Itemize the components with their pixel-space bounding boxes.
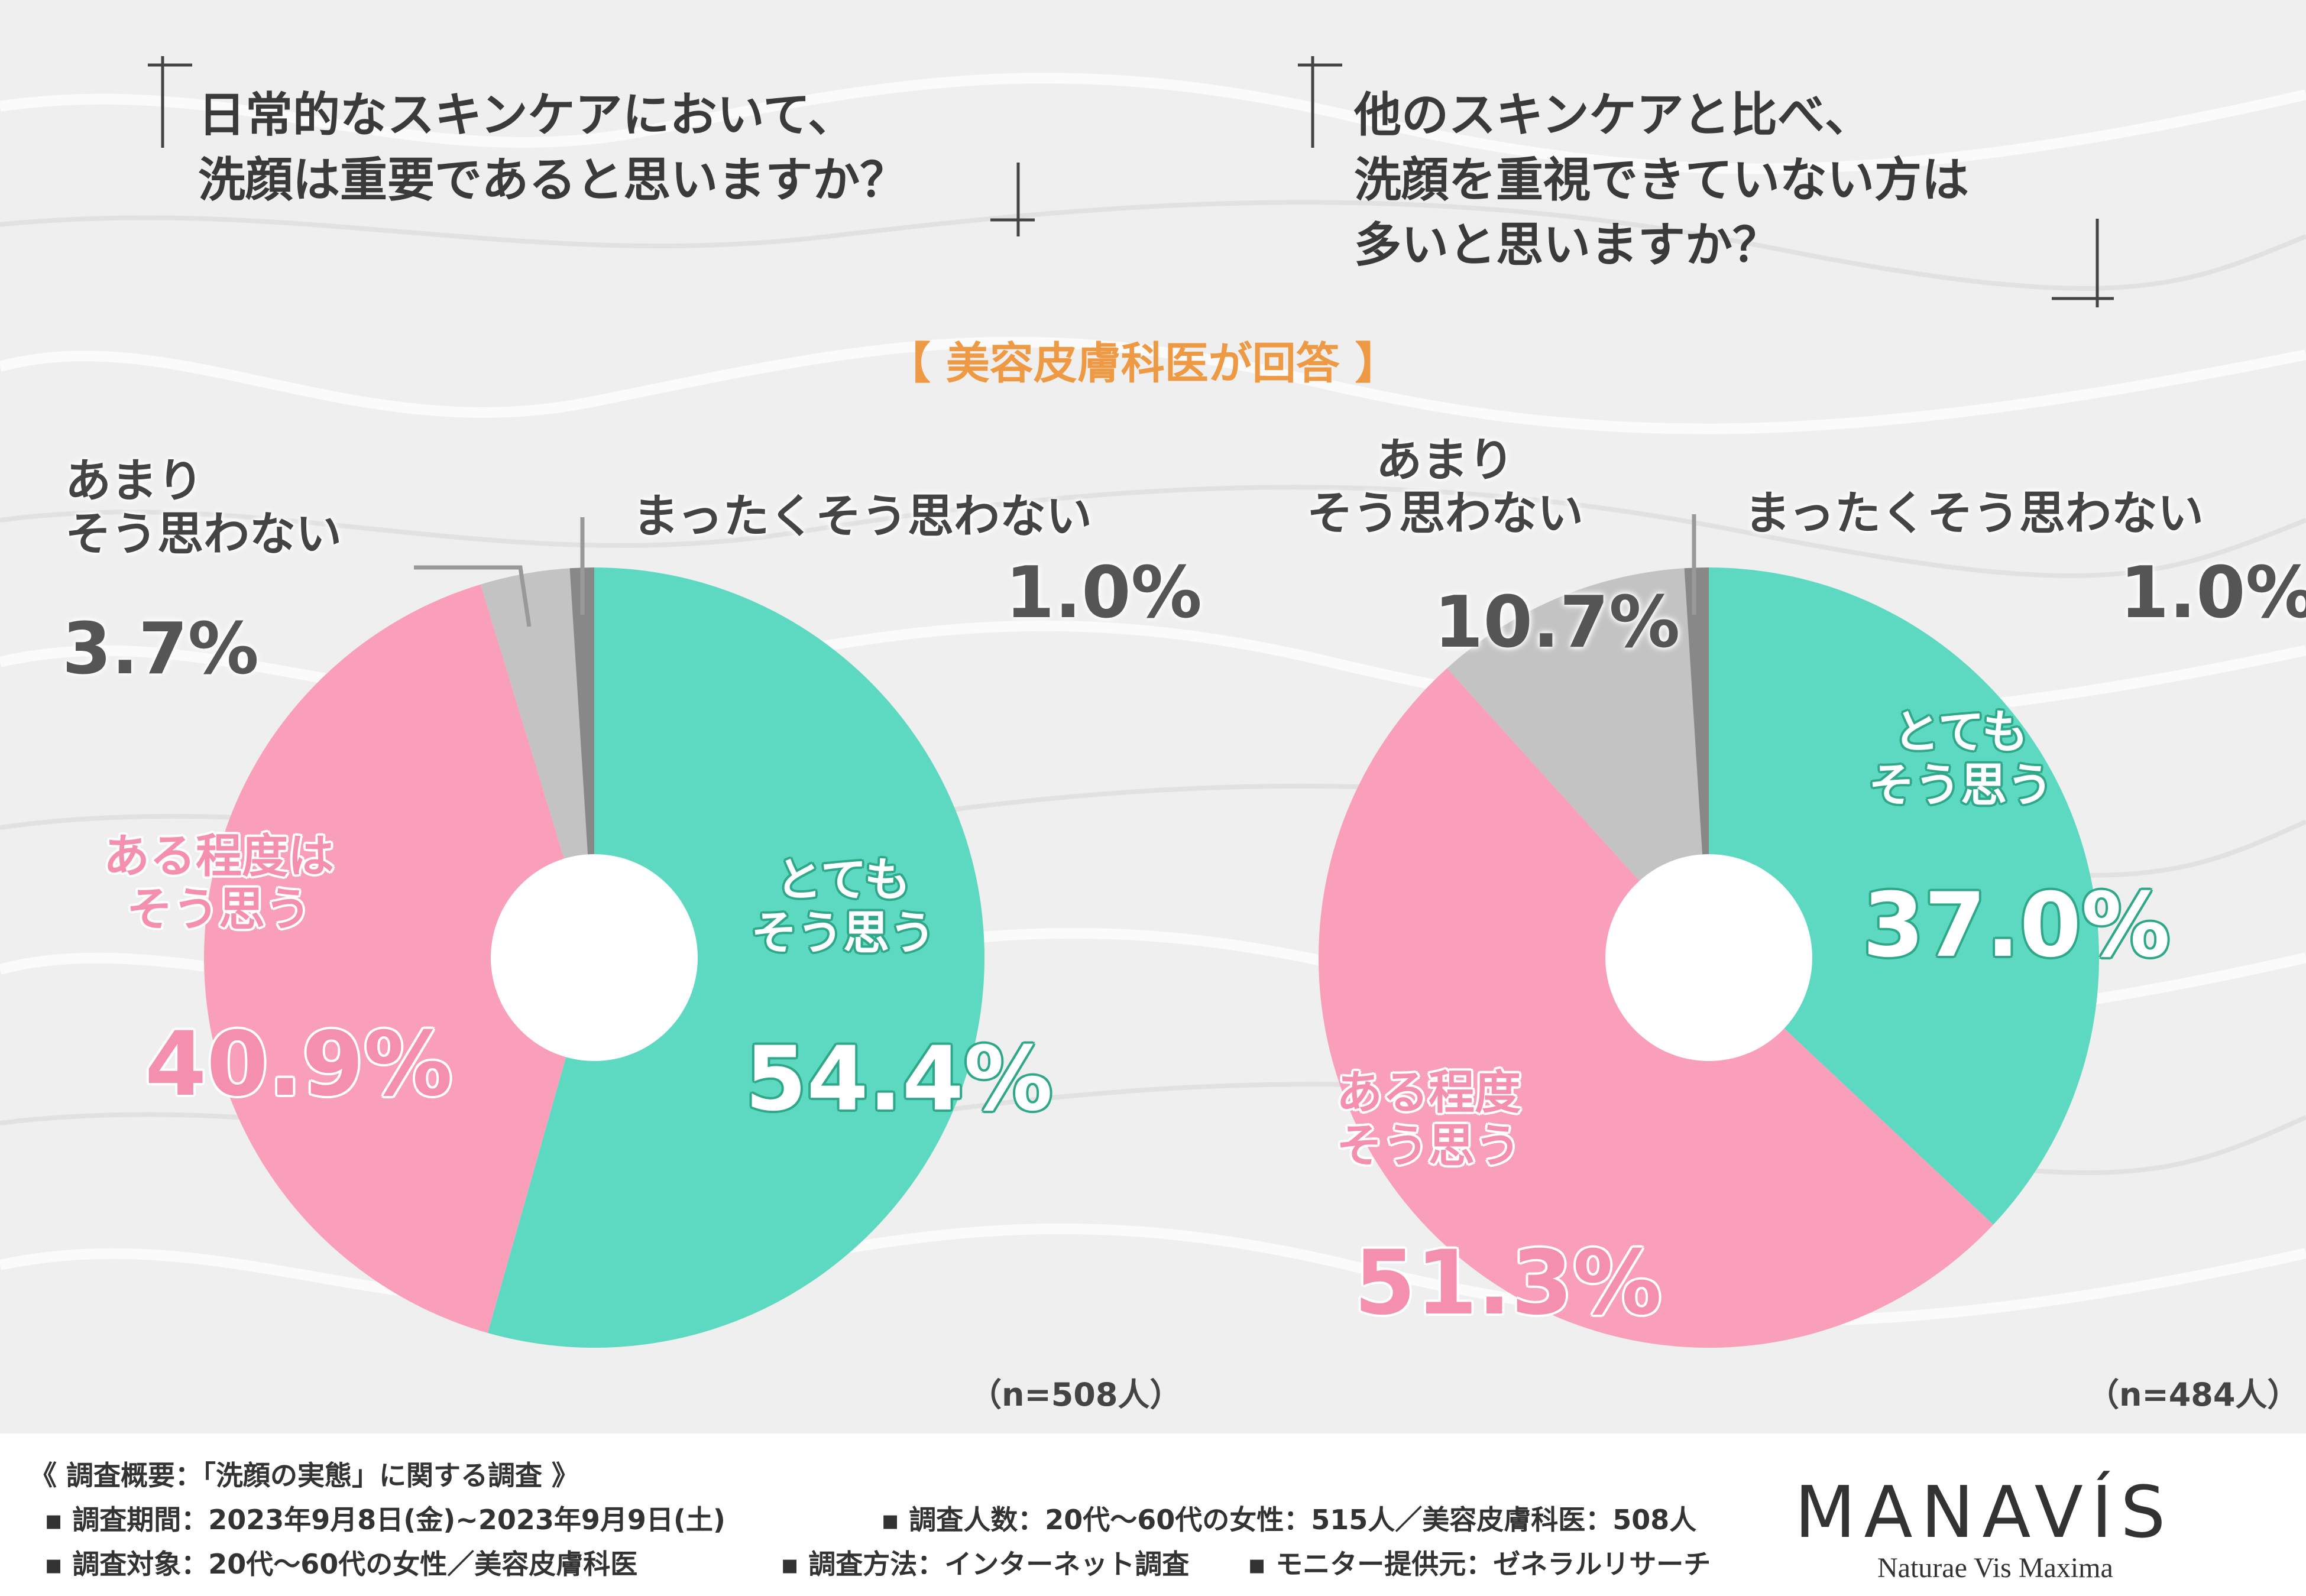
chart-2-label-somewhat-line-1: ある程度 <box>1336 1066 1521 1120</box>
chart-1-donut-hole <box>491 854 698 1061</box>
question-2-line-3: 多いと思いますか？ <box>1354 218 1780 273</box>
chart-1-label-very-line-1: とても <box>776 854 911 907</box>
chart-1-slice-very <box>487 567 984 1348</box>
chart-2-label-not-at-all: まったくそう思わない <box>1744 487 2204 540</box>
chart-2-label-very-line-2: そう思う <box>1868 758 2054 812</box>
chart-1-pct-not-at-all: 1.0% <box>1005 552 1202 634</box>
chart-2-label-very: とても そう思う <box>1868 706 2053 812</box>
chart-1-label-somewhat-not-line-1: あまり <box>65 455 204 508</box>
chart-2-label-somewhat-line-2: そう思う <box>1336 1119 1521 1173</box>
chart-1-slice-somewhat <box>204 584 594 1333</box>
chart-1-pct-very: 54.4% <box>745 1028 1053 1131</box>
pie-charts <box>204 514 2099 1348</box>
chart-2-label-somewhat-not: あまり そう思わない <box>1307 434 1583 540</box>
chart-1-sample-size: （n=508人） <box>970 1376 1182 1413</box>
survey-footer: 《 調査概要：「洗顔の実態」に関する調査 》 ▪ 調査期間：2023年9月8日(… <box>0 1433 2306 1596</box>
footer-period: ▪ 調査期間：2023年9月8日(金)~2023年9月9日(土) <box>44 1504 726 1536</box>
chart-2-label-somewhat: ある程度 そう思う <box>1336 1066 1521 1173</box>
leader-line-1-somewhat-not <box>414 565 532 627</box>
question-1-title: 日常的なスキンケアにおいて、 洗顔は重要であると思いますか？ <box>198 83 907 213</box>
chart-2-label-somewhat-not-line-1: あまり <box>1376 434 1515 487</box>
chart-2-pct-very: 37.0% <box>1863 874 2171 977</box>
question-1-line-1: 日常的なスキンケアにおいて、 <box>198 87 856 142</box>
chart-1-label-somewhat: ある程度は そう思う <box>103 830 335 936</box>
chart-1-pct-somewhat-not: 3.7% <box>62 608 259 690</box>
question-2-title: 他のスキンケアと比べ、 洗顔を重視できていない方は 多いと思いますか？ <box>1354 83 1969 278</box>
question-1-line-2: 洗顔は重要であると思いますか？ <box>198 153 908 207</box>
pie-chart-2 <box>1319 567 2099 1348</box>
pie-chart-1 <box>204 567 984 1348</box>
question-2-line-2: 洗顔を重視できていない方は <box>1354 153 1969 207</box>
chart-2-pct-somewhat: 51.3% <box>1354 1232 1662 1335</box>
footer-target: ▪ 調査対象：20代〜60代の女性／美容皮膚科医 <box>44 1548 638 1580</box>
footer-provider: ▪ モニター提供元：ゼネラルリサーチ <box>1248 1548 1711 1580</box>
chart-1-label-somewhat-line-1: ある程度は <box>103 830 335 883</box>
footer-heading: 《 調査概要：「洗顔の実態」に関する調査 》 <box>30 1459 579 1491</box>
question-2-line-1: 他のスキンケアと比べ、 <box>1354 87 1872 142</box>
chart-1-pct-somewhat: 40.9% <box>145 1013 453 1116</box>
footer-method: ▪ 調査方法：インターネット調査 <box>780 1548 1190 1580</box>
manavis-logo: MANAVÍS Naturae Vis Maxima <box>1795 1472 2279 1584</box>
chart-2-slice-somewhat-not <box>1447 568 1709 958</box>
chart-2-donut-hole <box>1605 854 1812 1061</box>
logo-wordmark: MANAVÍS <box>1795 1472 2174 1554</box>
chart-1-label-somewhat-line-2: そう思う <box>127 883 312 936</box>
chart-2-label-somewhat-not-line-2: そう思わない <box>1307 486 1584 540</box>
chart-1-label-somewhat-not-line-2: そう思わない <box>65 507 342 561</box>
respondent-badge: 【 美容皮膚科医が回答 】 <box>887 338 1399 389</box>
chart-2-pct-not-at-all: 1.0% <box>2120 552 2306 634</box>
chart-2-label-very-line-1: とても <box>1893 706 2028 759</box>
chart-1-label-not-at-all: まったくそう思わない <box>633 490 1092 543</box>
chart-1-label-very: とても そう思う <box>751 854 935 960</box>
chart-1-label-somewhat-not: あまり そう思わない <box>65 455 342 561</box>
chart-1-label-very-line-2: そう思う <box>751 906 936 960</box>
chart-2-sample-size: （n=484人） <box>2087 1376 2299 1413</box>
leader-lines <box>414 514 1696 627</box>
chart-2-pct-somewhat-not: 10.7% <box>1434 582 1680 664</box>
question-brackets <box>148 56 2114 307</box>
logo-tagline: Naturae Vis Maxima <box>1877 1552 2113 1584</box>
chart-2-slice-very <box>1709 567 2099 1225</box>
footer-count: ▪ 調査人数：20代〜60代の女性：515人／美容皮膚科医：508人 <box>881 1504 1697 1536</box>
